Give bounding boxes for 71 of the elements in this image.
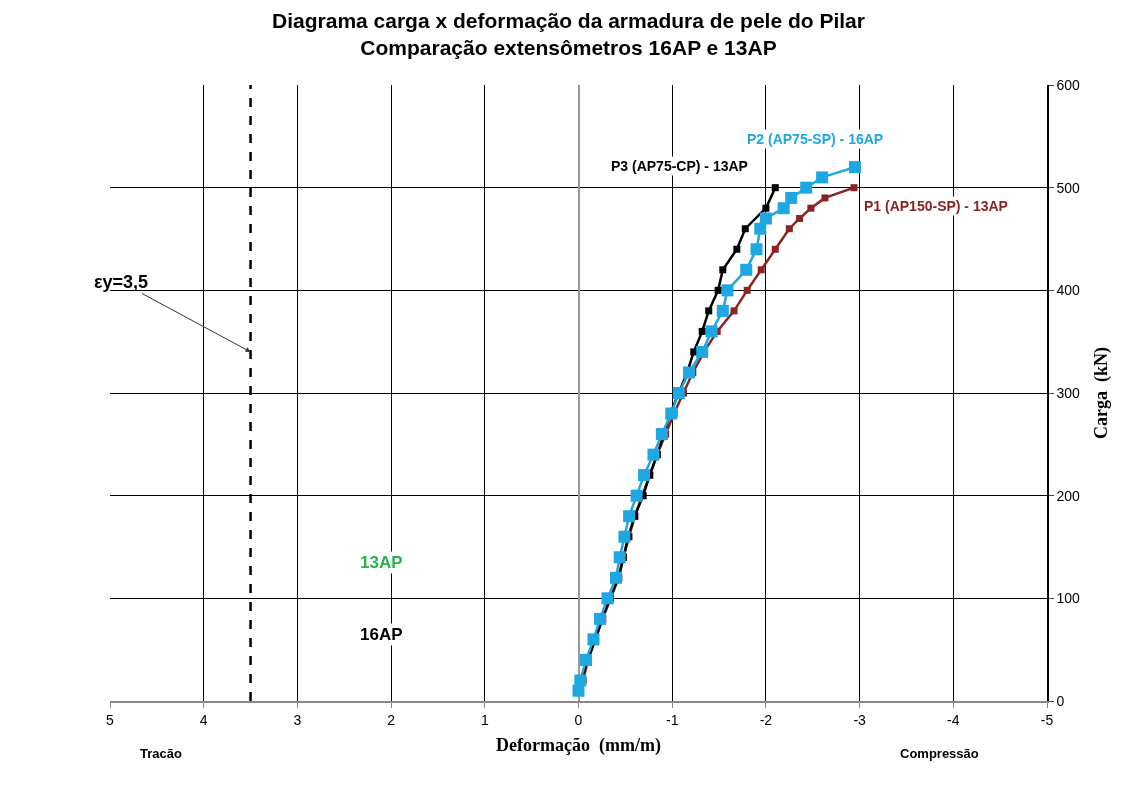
- point: [655, 428, 668, 441]
- point: [743, 286, 751, 294]
- text: Compressão: [900, 746, 979, 761]
- y-axis-title: Carga (kN): [1090, 347, 1112, 439]
- point: [807, 204, 815, 212]
- x-axis-title: Deformação (mm/m): [496, 735, 661, 757]
- series-label: P1 (AP150-SP) - 13AP: [864, 198, 1008, 214]
- point: [740, 263, 753, 276]
- chart-subtitle: Comparação extensômetros 16AP e 13AP: [360, 35, 777, 59]
- point: [730, 307, 738, 315]
- point: [587, 633, 600, 646]
- point: [698, 327, 706, 335]
- y-tick-label: 600: [1056, 76, 1081, 93]
- x-tick-label: 5: [106, 711, 115, 728]
- series-label: P2 (AP75-SP) - 16AP: [747, 131, 884, 147]
- x-tick-label: 3: [293, 711, 302, 728]
- x-tick-label: 2: [387, 711, 396, 728]
- point: [696, 345, 709, 358]
- point: [601, 592, 614, 605]
- x-tick-label: 0: [574, 711, 583, 728]
- point: [733, 245, 741, 253]
- series-label: P3 (AP75-CP) - 13AP: [611, 158, 748, 174]
- point: [647, 448, 660, 461]
- point: [771, 245, 779, 253]
- x-tick-label: -1: [665, 711, 679, 728]
- x-tick-label: -4: [947, 711, 960, 728]
- x-tick-label: 1: [480, 711, 489, 728]
- ref-line-label: εy=3,5: [94, 272, 149, 292]
- point: [741, 225, 749, 233]
- chart-title: Diagrama carga x deformação da armadura de pele do Pilar: [272, 8, 865, 32]
- point: [759, 212, 772, 225]
- point: [785, 225, 793, 233]
- y-tick-label: 0: [1056, 692, 1065, 709]
- x-tick-label: -5: [1040, 711, 1054, 728]
- point: [850, 184, 858, 192]
- point: [638, 469, 651, 482]
- annotation: 13AP: [360, 553, 403, 572]
- point: [757, 266, 765, 274]
- point: [848, 161, 861, 174]
- point: [816, 171, 829, 184]
- point: [630, 489, 643, 502]
- x-tick-label: -3: [853, 711, 867, 728]
- point: [719, 266, 727, 274]
- x-tick-label: 4: [199, 711, 208, 728]
- point: [716, 304, 729, 317]
- point: [762, 204, 770, 212]
- point: [796, 214, 804, 222]
- y-tick-label: 100: [1056, 590, 1081, 607]
- text: Tracão: [140, 746, 182, 761]
- point: [821, 194, 829, 202]
- y-tick-label: 400: [1056, 282, 1081, 299]
- point: [800, 181, 813, 194]
- y-tick-label: 200: [1056, 487, 1081, 504]
- point: [618, 530, 631, 543]
- point: [721, 284, 734, 297]
- point: [580, 653, 592, 666]
- point: [785, 191, 798, 204]
- point: [705, 307, 713, 315]
- point: [754, 222, 767, 235]
- point: [609, 571, 622, 584]
- y-tick-label: 300: [1056, 384, 1081, 401]
- annotation: 16AP: [360, 625, 403, 644]
- x-tick-label: -2: [759, 711, 773, 728]
- point: [771, 184, 779, 192]
- point: [594, 612, 607, 625]
- y-tick-label: 500: [1056, 179, 1081, 196]
- point: [623, 510, 636, 523]
- point: [750, 243, 763, 256]
- point: [705, 325, 718, 338]
- point: [683, 366, 696, 379]
- point: [777, 202, 790, 215]
